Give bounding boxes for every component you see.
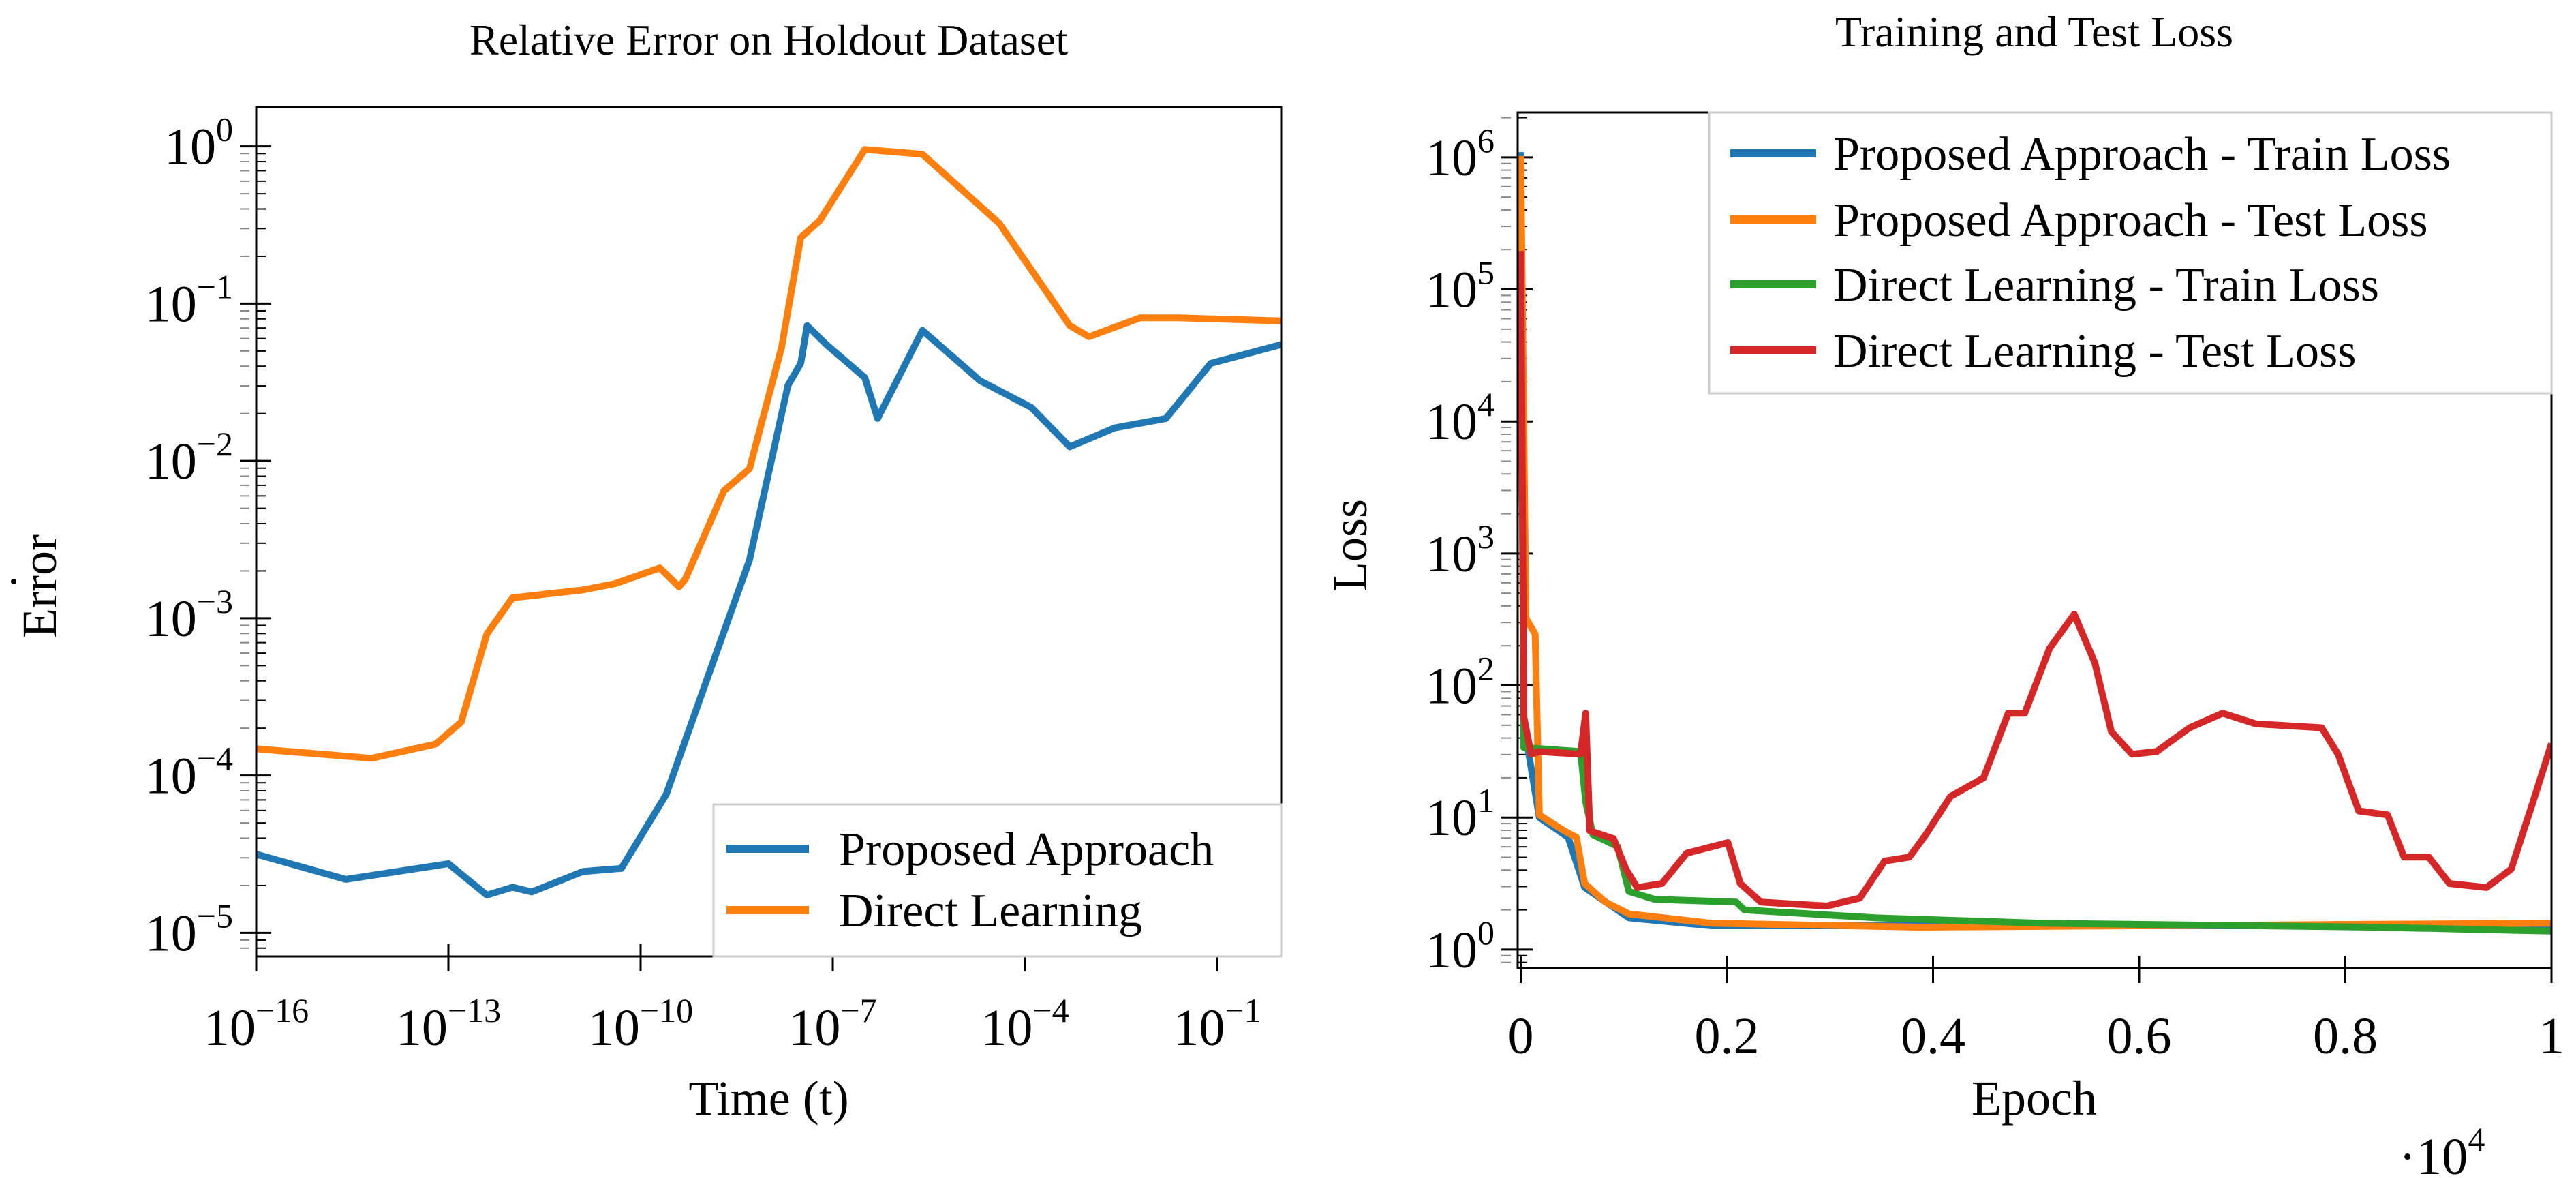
legend-label: Direct Learning - Train Loss [1833, 259, 2379, 312]
tick-label-base: 10 [204, 999, 256, 1057]
y-axis-label: Error [12, 534, 67, 638]
tick-label-base: 10 [788, 999, 840, 1057]
tick-label-base: 10 [145, 433, 197, 490]
x-tick-label: 0.4 [1901, 1008, 1965, 1065]
tick-label-base: 10 [145, 905, 197, 962]
tick-label-exponent: 1 [1477, 781, 1494, 819]
tick-label-exponent: 4 [1477, 385, 1494, 423]
legend-label: Proposed Approach - Test Loss [1833, 194, 2428, 247]
x-tick-label: 10−7 [788, 991, 876, 1057]
tick-label-base: 10 [1426, 130, 1477, 187]
tick-label-exponent: −5 [197, 896, 233, 935]
legend-label: Proposed Approach - Train Loss [1833, 128, 2451, 181]
tick-label-exponent: −2 [197, 425, 233, 463]
tick-label-base: 10 [164, 119, 216, 176]
y-axis-label: Loss [1323, 499, 1377, 592]
series-line-direct-learning [256, 146, 1281, 762]
tick-label-exponent: −3 [197, 582, 233, 620]
tick-label-exponent: 5 [1477, 254, 1494, 292]
series-line-direct-learning-test-loss [1518, 251, 2551, 909]
tick-label-base: 10 [1426, 393, 1477, 451]
y-tick-label: 10−3 [145, 582, 233, 648]
y-tick-label: 103 [1426, 517, 1494, 583]
y-tick-label: 10−1 [145, 267, 233, 333]
legend: Proposed Approach - Train Loss Proposed A… [1708, 111, 2553, 395]
tick-label-exponent: −4 [197, 740, 233, 778]
tick-label-base: 10 [1426, 922, 1477, 979]
y-tick-label: 100 [164, 110, 233, 176]
y-tick-label: 105 [1426, 254, 1494, 319]
y-tick-label: 102 [1426, 650, 1494, 715]
chart-title: Training and Test Loss [1835, 7, 2233, 56]
legend-label: Direct Learning [839, 885, 1142, 937]
tick-label-base: 10 [145, 748, 197, 805]
tick-label-base: 10 [1426, 789, 1477, 847]
x-tick-label: 0.8 [2313, 1008, 2378, 1065]
tick-label-exponent: −13 [448, 991, 501, 1029]
x-axis-label: Time (t) [688, 1071, 848, 1126]
training-test-loss-chart: Training and Test Loss Epoch Loss ·104 1… [1323, 7, 2564, 1178]
x-tick-label: 10−10 [588, 991, 693, 1057]
y-tick-label: 10−4 [145, 740, 233, 805]
tick-label-base: 10 [1173, 999, 1225, 1057]
x-axis-label: Epoch [1972, 1071, 2097, 1126]
tick-label-base: 10 [145, 590, 197, 648]
tick-label-exponent: 3 [1477, 517, 1494, 556]
tick-label-exponent: −10 [640, 991, 693, 1029]
y-tick-label: 104 [1426, 385, 1494, 451]
y-tick-label: 106 [1426, 121, 1494, 187]
tick-label-exponent: −1 [197, 267, 233, 305]
x-tick-label: 0.6 [2107, 1008, 2172, 1065]
series-line-proposed-approach-test-loss [1518, 155, 2551, 931]
tick-label-exponent: −4 [1032, 991, 1069, 1029]
y-tick-label: 101 [1426, 781, 1494, 847]
tick-label-exponent: 0 [1477, 913, 1494, 952]
legend-box [712, 803, 1283, 958]
y-axis-label-dot [11, 579, 16, 584]
legend-box [1708, 111, 2553, 395]
tick-label-base: 10 [588, 999, 640, 1057]
tick-label-base: 10 [981, 999, 1032, 1057]
y-tick-label: 10−5 [145, 896, 233, 962]
tick-label-exponent: 6 [1477, 121, 1494, 160]
chart-title: Relative Error on Holdout Dataset [470, 16, 1068, 64]
legend: Proposed Approach Direct Learning [712, 803, 1283, 958]
tick-label-base: 10 [1426, 526, 1477, 583]
tick-label-base: 10 [1426, 262, 1477, 319]
tick-label-exponent: −7 [840, 991, 876, 1029]
x-tick-label: 10−4 [981, 991, 1069, 1057]
relative-error-chart: Relative Error on Holdout Dataset Time (… [11, 16, 1283, 1126]
tick-label-base: 10 [396, 999, 448, 1057]
legend-label: Proposed Approach [839, 824, 1214, 876]
series-line-proposed-approach [256, 322, 1281, 898]
x-tick-label: 0 [1508, 1008, 1534, 1065]
x-tick-label: 1 [2539, 1008, 2564, 1065]
tick-label-exponent: 0 [216, 110, 233, 149]
tick-label-exponent: −16 [256, 991, 309, 1029]
tick-label-exponent: 2 [1477, 650, 1494, 688]
x-tick-label: 10−16 [204, 991, 309, 1057]
x-axis-multiplier: ·104 [2399, 1120, 2485, 1178]
tick-label-exponent: −1 [1225, 991, 1261, 1029]
y-tick-label: 100 [1426, 913, 1494, 979]
series-line-direct-learning-train-loss [1518, 251, 2551, 935]
x-tick-label: 10−13 [396, 991, 501, 1057]
y-tick-label: 10−2 [145, 425, 233, 490]
tick-label-base: 10 [1426, 658, 1477, 715]
tick-label-base: 10 [145, 275, 197, 333]
x-tick-label: 0.2 [1695, 1008, 1760, 1065]
x-tick-label: 10−1 [1173, 991, 1261, 1057]
legend-label: Direct Learning - Test Loss [1833, 325, 2356, 378]
